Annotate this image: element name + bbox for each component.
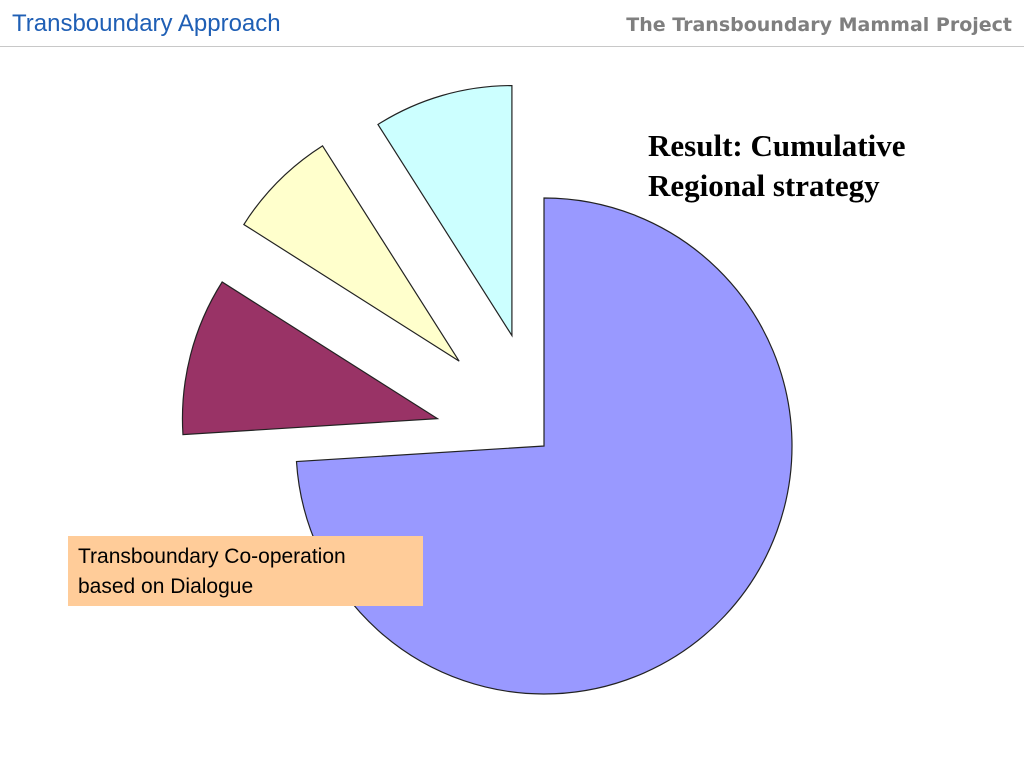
slide-title: Transboundary Approach [12,10,281,37]
callout-line-1: Transboundary Co-operation [78,545,346,568]
result-statement: Result: Cumulative Regional strategy [648,126,988,206]
result-line-1: Result: Cumulative [648,128,906,163]
slide-header: Transboundary Approach The Transboundary… [0,0,1024,47]
project-name: The Transboundary Mammal Project [626,14,1012,36]
pie-slice-2 [181,281,440,436]
result-line-2: Regional strategy [648,168,880,203]
pie-slice-3 [243,145,460,362]
callout-line-2: based on Dialogue [78,575,254,598]
pie-slice-4 [377,84,513,338]
callout-box: Transboundary Co-operation based on Dial… [68,536,423,606]
